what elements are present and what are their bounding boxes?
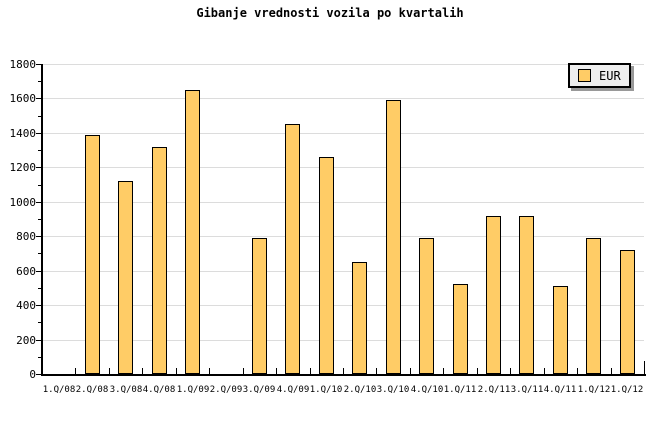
y-major-tick: [36, 167, 41, 168]
x-axis-label: 3.Q/10: [376, 385, 410, 395]
legend: EUR: [568, 63, 631, 88]
gridline: [42, 98, 644, 99]
x-boundary-tick: [510, 368, 511, 374]
y-minor-tick: [38, 288, 41, 289]
bar-2.Q/08: [85, 135, 100, 374]
y-major-tick: [36, 64, 41, 65]
x-end-tick: [644, 361, 645, 374]
x-axis-label: 2.Q/09: [209, 385, 243, 395]
y-axis-label: 1400: [9, 127, 37, 140]
x-boundary-tick: [611, 368, 612, 374]
x-boundary-tick: [343, 368, 344, 374]
y-axis-label: 400: [16, 299, 36, 312]
y-major-tick: [36, 202, 41, 203]
x-boundary-tick: [577, 368, 578, 374]
y-axis-label: 800: [16, 230, 36, 243]
x-boundary-tick: [376, 368, 377, 374]
gridline: [42, 305, 644, 306]
gridline: [42, 167, 644, 168]
x-axis-label: 3.Q/08: [109, 385, 143, 395]
y-minor-tick: [38, 150, 41, 151]
x-boundary-tick: [477, 368, 478, 374]
x-boundary-tick: [109, 368, 110, 374]
bar-4.Q/11: [553, 286, 568, 374]
x-axis-label: 1.Q/09: [176, 385, 210, 395]
x-boundary-tick: [142, 368, 143, 374]
x-boundary-tick: [544, 368, 545, 374]
y-major-tick: [36, 340, 41, 341]
y-minor-tick: [38, 219, 41, 220]
gridline: [42, 64, 644, 65]
x-axis-line: [42, 374, 646, 376]
y-axis-label: 1600: [9, 92, 37, 105]
gridline: [42, 236, 644, 237]
y-axis-label: 0: [29, 368, 36, 381]
gridline: [42, 202, 644, 203]
bar-4.Q/09: [285, 124, 300, 374]
bar-3.Q/09: [252, 238, 267, 374]
chart-title: Gibanje vrednosti vozila po kvartalih: [196, 6, 464, 20]
x-boundary-tick: [176, 368, 177, 374]
y-minor-tick: [38, 322, 41, 323]
bar-1.Q/10: [319, 157, 334, 374]
bar-3.Q/11: [519, 216, 534, 374]
x-boundary-tick: [75, 368, 76, 374]
x-boundary-tick: [276, 368, 277, 374]
y-axis-label: 200: [16, 334, 36, 347]
y-major-tick: [36, 271, 41, 272]
y-minor-tick: [38, 116, 41, 117]
y-major-tick: [36, 374, 41, 375]
x-axis-label: 2.Q/08: [75, 385, 109, 395]
y-axis-line: [41, 64, 43, 376]
x-axis-label: 4.Q/09: [276, 385, 310, 395]
gridline: [42, 340, 644, 341]
x-boundary-tick: [243, 368, 244, 374]
y-axis-label: 600: [16, 265, 36, 278]
y-axis-label: 1000: [9, 196, 37, 209]
bar-4.Q/08: [152, 147, 167, 374]
bar-3.Q/10: [386, 100, 401, 374]
x-axis-label: 4.Q/10: [410, 385, 444, 395]
y-major-tick: [36, 133, 41, 134]
x-boundary-tick: [410, 368, 411, 374]
y-minor-tick: [38, 81, 41, 82]
y-minor-tick: [38, 357, 41, 358]
legend-label: EUR: [599, 68, 621, 83]
bar-3.Q/08: [118, 181, 133, 374]
x-axis-label: 2.Q/10: [343, 385, 377, 395]
y-minor-tick: [38, 253, 41, 254]
x-axis-label: 1.Q/12: [610, 385, 644, 395]
x-boundary-tick: [443, 368, 444, 374]
gridline: [42, 133, 644, 134]
x-axis-label: 3.Q/09: [242, 385, 276, 395]
bar-1.Q/11: [453, 284, 468, 374]
y-axis-label: 1800: [9, 58, 37, 71]
gridline: [42, 271, 644, 272]
legend-swatch-icon: [578, 69, 591, 82]
y-major-tick: [36, 305, 41, 306]
x-axis-label: 1.Q/10: [309, 385, 343, 395]
bar-2.Q/11: [486, 216, 501, 374]
x-boundary-tick: [310, 368, 311, 374]
y-minor-tick: [38, 185, 41, 186]
x-axis-label: 4.Q/08: [142, 385, 176, 395]
bar-4.Q/10: [419, 238, 434, 374]
x-boundary-tick: [209, 368, 210, 374]
y-major-tick: [36, 98, 41, 99]
y-axis-label: 1200: [9, 161, 37, 174]
bar-1.Q/09: [185, 90, 200, 374]
x-axis-label: 1.Q/12: [577, 385, 611, 395]
x-axis-label: 2.Q/11: [477, 385, 511, 395]
y-major-tick: [36, 236, 41, 237]
bar-1.Q/12: [620, 250, 635, 374]
x-axis-label: 3.Q/11: [510, 385, 544, 395]
bar-2.Q/10: [352, 262, 367, 374]
x-axis-label: 1.Q/08: [42, 385, 76, 395]
x-axis-label: 1.Q/11: [443, 385, 477, 395]
x-axis-label: 4.Q/11: [543, 385, 577, 395]
bar-1.Q/12: [586, 238, 601, 374]
